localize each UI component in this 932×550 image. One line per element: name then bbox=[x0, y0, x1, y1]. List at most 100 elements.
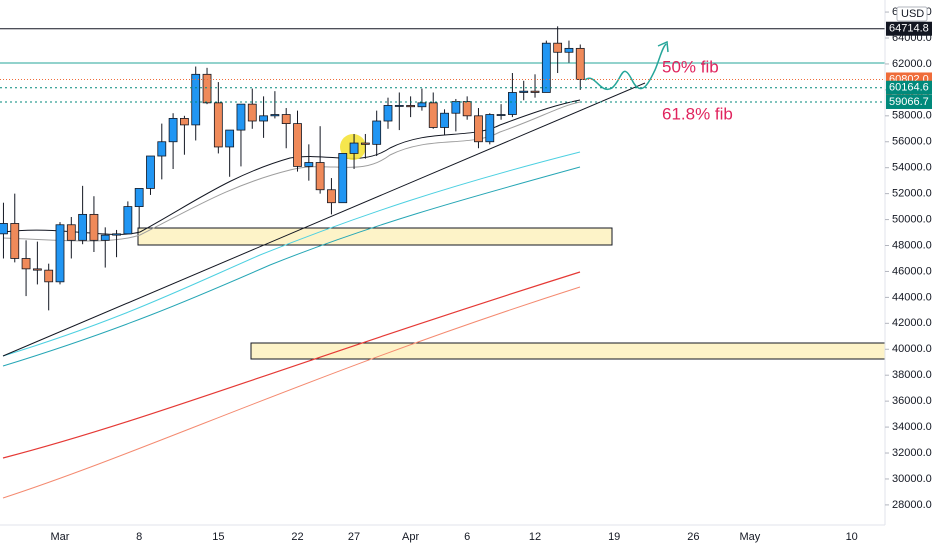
candle-body bbox=[78, 213, 88, 241]
price-badge-label: 59066.7 bbox=[889, 96, 929, 108]
candle-body bbox=[451, 101, 461, 114]
y-tick-label: 40000.0 bbox=[892, 343, 932, 355]
arrow bbox=[584, 43, 667, 91]
candle-body bbox=[496, 114, 506, 116]
time-axis bbox=[0, 525, 932, 550]
candle-body bbox=[428, 102, 438, 128]
y-tick-label: 30000.0 bbox=[892, 473, 932, 485]
x-tick-label: 15 bbox=[212, 531, 224, 543]
candle-body bbox=[66, 224, 76, 241]
candle-body bbox=[553, 42, 563, 53]
candle-body bbox=[293, 123, 302, 167]
moving-average bbox=[2, 151, 581, 357]
x-tick-label: 10 bbox=[846, 531, 858, 543]
candle-body bbox=[270, 114, 280, 117]
candle-body bbox=[191, 73, 201, 126]
candle-body bbox=[259, 115, 268, 122]
candle-body bbox=[315, 162, 325, 191]
candle-body bbox=[406, 105, 416, 108]
y-tick-label: 34000.0 bbox=[892, 421, 932, 433]
y-tick-label: 42000.0 bbox=[892, 317, 932, 329]
candle-body bbox=[474, 115, 483, 143]
annotation: 50% fib bbox=[662, 57, 719, 76]
y-tick-label: 28000.0 bbox=[892, 499, 932, 511]
y-tick-label: 52000.0 bbox=[892, 188, 932, 200]
candle-body bbox=[530, 90, 540, 93]
annotation: 61.8% fib bbox=[662, 104, 733, 123]
y-tick-label: 50000.0 bbox=[892, 213, 932, 225]
candle-body bbox=[112, 233, 121, 236]
candle-body bbox=[247, 103, 257, 122]
price-badge bbox=[886, 94, 932, 109]
candle-body bbox=[564, 47, 574, 53]
x-tick-label: 12 bbox=[529, 531, 541, 543]
candle-body bbox=[100, 234, 110, 241]
y-tick-label: 38000.0 bbox=[892, 369, 932, 381]
candle-body bbox=[10, 223, 20, 259]
y-tick-label: 44000.0 bbox=[892, 291, 932, 303]
candle-body bbox=[55, 224, 65, 283]
currency-badge bbox=[896, 6, 928, 22]
candle-body bbox=[168, 118, 178, 143]
moving-average bbox=[2, 271, 581, 459]
x-tick-label: Mar bbox=[51, 531, 70, 543]
candle-body bbox=[225, 129, 235, 148]
candle-body bbox=[89, 213, 99, 241]
candle-body bbox=[338, 153, 348, 204]
candle-body bbox=[485, 114, 495, 143]
y-tick-label: 62000.0 bbox=[892, 58, 932, 70]
x-tick-label: 26 bbox=[687, 531, 699, 543]
x-tick-label: 6 bbox=[464, 531, 470, 543]
y-tick-label: 32000.0 bbox=[892, 447, 932, 459]
candle-body bbox=[180, 118, 189, 126]
candle-body bbox=[394, 105, 404, 107]
price-badge bbox=[886, 21, 932, 36]
y-tick-label: 36000.0 bbox=[892, 395, 932, 407]
candle-body bbox=[417, 102, 427, 108]
price-badge-label: 64714.8 bbox=[889, 23, 929, 35]
y-tick-label: 54000.0 bbox=[892, 162, 932, 174]
candle-body bbox=[304, 162, 314, 167]
candle-body bbox=[575, 47, 585, 80]
candle-body bbox=[349, 142, 359, 154]
candle-body bbox=[44, 269, 54, 283]
x-tick-label: 27 bbox=[348, 531, 360, 543]
candle-body bbox=[383, 105, 393, 122]
moving-average bbox=[2, 101, 581, 242]
currency: USD bbox=[901, 8, 924, 20]
moving-average bbox=[2, 166, 581, 367]
y-tick-label: 46000.0 bbox=[892, 265, 932, 277]
candle-body bbox=[123, 206, 133, 235]
candle-body bbox=[507, 92, 517, 115]
candle-body bbox=[372, 120, 382, 145]
x-tick-label: May bbox=[740, 531, 761, 543]
candle-body bbox=[440, 112, 449, 128]
candle-body bbox=[281, 114, 291, 124]
x-tick-label: Apr bbox=[402, 531, 419, 543]
candle-body bbox=[213, 102, 223, 148]
candle-body bbox=[202, 73, 212, 104]
trend-line bbox=[2, 82, 646, 357]
y-tick-label: 58000.0 bbox=[892, 110, 932, 122]
candle-body bbox=[360, 142, 370, 145]
price-badge bbox=[886, 80, 932, 95]
candle-body bbox=[327, 189, 336, 204]
y-tick-label: 56000.0 bbox=[892, 136, 932, 148]
candle-body bbox=[157, 141, 167, 157]
candle-body bbox=[146, 155, 155, 189]
candle-body bbox=[462, 101, 472, 117]
candle-body bbox=[21, 258, 31, 270]
x-tick-label: 19 bbox=[608, 531, 620, 543]
candle-body bbox=[236, 103, 246, 131]
arrow-head bbox=[657, 40, 669, 53]
candle-body bbox=[541, 42, 551, 93]
y-tick-label: 48000.0 bbox=[892, 239, 932, 251]
x-tick-label: 22 bbox=[291, 531, 303, 543]
x-tick-label: 8 bbox=[136, 531, 142, 543]
moving-average bbox=[2, 286, 581, 499]
candle-body bbox=[519, 90, 529, 93]
candle-body bbox=[0, 223, 8, 235]
zone bbox=[137, 227, 613, 246]
candle-body bbox=[134, 188, 144, 208]
